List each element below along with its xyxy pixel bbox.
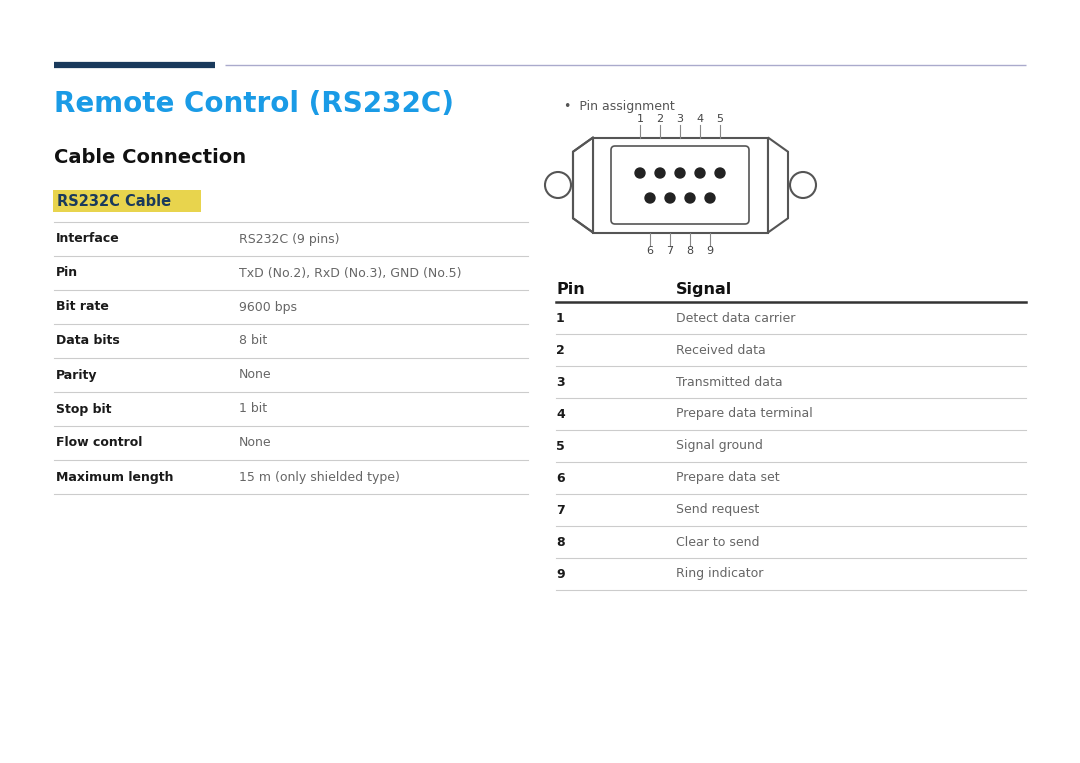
Circle shape xyxy=(696,168,705,178)
Text: Bit rate: Bit rate xyxy=(56,301,109,314)
Text: Transmitted data: Transmitted data xyxy=(676,375,783,388)
Text: 4: 4 xyxy=(556,407,565,420)
Text: Ring indicator: Ring indicator xyxy=(676,568,764,581)
Polygon shape xyxy=(768,137,788,233)
Text: Detect data carrier: Detect data carrier xyxy=(676,311,795,324)
Text: 3: 3 xyxy=(556,375,565,388)
Circle shape xyxy=(705,193,715,203)
Text: 1: 1 xyxy=(556,311,565,324)
Text: Pin: Pin xyxy=(56,266,78,279)
Text: 5: 5 xyxy=(556,439,565,452)
Text: 8: 8 xyxy=(556,536,565,549)
Text: Interface: Interface xyxy=(56,233,120,246)
Text: Parity: Parity xyxy=(56,369,97,382)
Text: Prepare data terminal: Prepare data terminal xyxy=(676,407,813,420)
Text: 9600 bps: 9600 bps xyxy=(239,301,297,314)
Text: 9: 9 xyxy=(706,246,714,256)
Text: Send request: Send request xyxy=(676,504,759,517)
Text: Cable Connection: Cable Connection xyxy=(54,148,246,167)
Text: 9: 9 xyxy=(556,568,565,581)
Circle shape xyxy=(665,193,675,203)
Circle shape xyxy=(635,168,645,178)
Text: None: None xyxy=(239,369,272,382)
FancyBboxPatch shape xyxy=(593,138,768,233)
Text: Data bits: Data bits xyxy=(56,334,120,347)
Text: None: None xyxy=(239,436,272,449)
Circle shape xyxy=(685,193,696,203)
Text: Flow control: Flow control xyxy=(56,436,143,449)
Text: 6: 6 xyxy=(647,246,653,256)
Text: RS232C (9 pins): RS232C (9 pins) xyxy=(239,233,339,246)
Text: Maximum length: Maximum length xyxy=(56,471,174,484)
Text: 2: 2 xyxy=(657,114,663,124)
Text: 6: 6 xyxy=(556,472,565,485)
Text: TxD (No.2), RxD (No.3), GND (No.5): TxD (No.2), RxD (No.3), GND (No.5) xyxy=(239,266,461,279)
Text: Remote Control (RS232C): Remote Control (RS232C) xyxy=(54,90,454,118)
Text: Signal: Signal xyxy=(676,282,732,297)
Circle shape xyxy=(715,168,725,178)
Circle shape xyxy=(654,168,665,178)
Text: Stop bit: Stop bit xyxy=(56,403,111,416)
Text: 3: 3 xyxy=(676,114,684,124)
Circle shape xyxy=(675,168,685,178)
Text: 8 bit: 8 bit xyxy=(239,334,267,347)
Text: 1: 1 xyxy=(636,114,644,124)
Text: 1 bit: 1 bit xyxy=(239,403,267,416)
Text: Pin: Pin xyxy=(556,282,584,297)
Text: 2: 2 xyxy=(556,343,565,356)
Text: Received data: Received data xyxy=(676,343,766,356)
Text: RS232C Cable: RS232C Cable xyxy=(57,194,171,208)
Text: Signal ground: Signal ground xyxy=(676,439,762,452)
Text: Prepare data set: Prepare data set xyxy=(676,472,780,485)
Text: 4: 4 xyxy=(697,114,703,124)
Text: 7: 7 xyxy=(666,246,674,256)
Text: Clear to send: Clear to send xyxy=(676,536,759,549)
Text: 5: 5 xyxy=(716,114,724,124)
Polygon shape xyxy=(573,137,593,233)
FancyBboxPatch shape xyxy=(53,190,201,212)
Circle shape xyxy=(645,193,654,203)
FancyBboxPatch shape xyxy=(611,146,750,224)
Text: 8: 8 xyxy=(687,246,693,256)
Text: •  Pin assignment: • Pin assignment xyxy=(564,100,675,113)
Text: 7: 7 xyxy=(556,504,565,517)
Text: 15 m (only shielded type): 15 m (only shielded type) xyxy=(239,471,400,484)
